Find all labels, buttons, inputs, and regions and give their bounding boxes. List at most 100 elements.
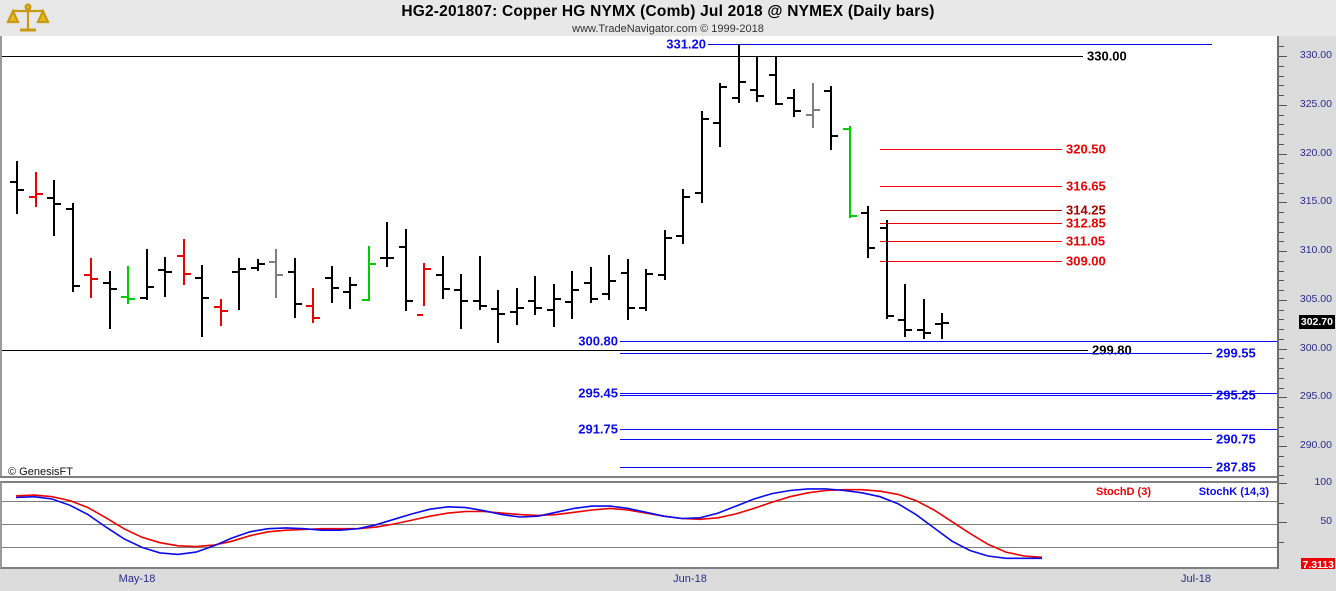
date-axis[interactable]: May-18 Jun-18 Jul-18 xyxy=(0,569,1336,591)
price-level-line xyxy=(880,186,1062,188)
price-axis-minor-tick xyxy=(1279,368,1284,369)
price-level-label: 290.75 xyxy=(1216,431,1256,447)
price-axis-minor-tick xyxy=(1279,358,1284,360)
stochastic-axis-tick-label: 100 xyxy=(1314,476,1332,488)
price-level-label: 287.85 xyxy=(1216,459,1256,475)
stochastic-axis-minor-tick xyxy=(1279,541,1284,543)
stochastic-pane[interactable]: StochD (3) StochK (14,3) xyxy=(0,481,1277,569)
price-axis-minor-tick xyxy=(1279,75,1284,77)
price-axis[interactable]: 330.00 325.00 320.00 315.00 310.00 305.00 300.… xyxy=(1277,36,1336,572)
price-axis-tick xyxy=(1279,348,1287,350)
price-level-label: 299.55 xyxy=(1216,345,1256,361)
price-axis-minor-tick xyxy=(1279,260,1284,262)
stochastic-axis-tick xyxy=(1279,522,1287,523)
price-level-label: 316.65 xyxy=(1066,178,1106,194)
price-axis-tick-label: 310.00 xyxy=(1299,244,1332,256)
page-title: HG2-201807: Copper HG NYMX (Comb) Jul 20… xyxy=(401,3,935,20)
price-axis-tick xyxy=(1279,153,1287,155)
price-level-label: 312.85 xyxy=(1066,215,1106,231)
stochastic-axis-tick-label: 50 xyxy=(1320,515,1332,527)
price-axis-tick-label: 300.00 xyxy=(1299,341,1332,354)
price-chart-pane[interactable]: 331.20 330.00 320.50 316.65 314.25 312.85 311.… xyxy=(0,36,1279,478)
price-axis-tick xyxy=(1279,446,1287,447)
stoch-k-legend: StochK (14,3) xyxy=(1198,486,1269,498)
price-axis-tick-label: 315.00 xyxy=(1299,195,1332,208)
price-level-label: 295.45 xyxy=(578,385,618,401)
price-axis-minor-tick xyxy=(1279,192,1284,194)
price-axis-minor-tick xyxy=(1279,182,1284,184)
stochastic-curves xyxy=(15,488,1043,560)
page-subtitle: www.TradeNavigator.com © 1999-2018 xyxy=(572,23,764,35)
price-axis-minor-tick xyxy=(1279,465,1284,467)
price-level-label: 291.75 xyxy=(578,421,618,437)
price-axis-tick-label: 295.00 xyxy=(1299,390,1332,403)
price-axis-tick xyxy=(1279,202,1287,204)
price-level-line xyxy=(880,260,1062,262)
price-axis-tick-label: 330.00 xyxy=(1299,49,1332,61)
price-axis-minor-tick xyxy=(1279,95,1284,96)
stoch-d-legend: StochD (3) xyxy=(1096,486,1151,498)
price-axis-tick-label: 320.00 xyxy=(1299,146,1332,159)
price-axis-minor-tick xyxy=(1279,212,1284,213)
date-axis-label: Jul-18 xyxy=(1181,573,1211,585)
price-level-line xyxy=(2,350,1088,352)
price-level-label: 320.50 xyxy=(1066,141,1106,157)
header-band xyxy=(0,0,1336,36)
price-axis-minor-tick xyxy=(1279,280,1284,282)
current-price-badge: 302.70 xyxy=(1298,315,1335,330)
price-axis-minor-tick xyxy=(1279,270,1284,272)
price-axis-minor-tick xyxy=(1279,455,1284,457)
price-level-line xyxy=(620,466,1212,468)
price-axis-minor-tick xyxy=(1279,124,1284,126)
price-axis-minor-tick xyxy=(1279,241,1284,243)
price-level-label: 299.80 xyxy=(1092,342,1132,358)
price-axis-minor-tick xyxy=(1279,221,1284,223)
price-axis-tick xyxy=(1279,299,1287,301)
price-level-label: 309.00 xyxy=(1066,253,1106,269)
price-axis-minor-tick xyxy=(1279,309,1284,311)
price-axis-minor-tick xyxy=(1279,426,1284,428)
price-axis-minor-tick xyxy=(1279,143,1284,145)
watermark: © GenesisFT xyxy=(8,466,73,478)
price-axis-minor-tick xyxy=(1279,163,1284,165)
price-level-label: 295.25 xyxy=(1216,387,1256,403)
stochastic-gridline xyxy=(2,547,1277,549)
price-axis-minor-tick xyxy=(1279,407,1284,408)
pane-divider xyxy=(0,476,1277,478)
price-axis-minor-tick xyxy=(1279,319,1284,321)
price-axis-tick-label: 290.00 xyxy=(1299,439,1332,451)
price-level-line xyxy=(2,56,1083,57)
price-axis-minor-tick xyxy=(1279,173,1284,174)
price-level-line xyxy=(620,340,1279,342)
price-level-line xyxy=(620,438,1212,440)
price-axis-tick xyxy=(1279,397,1287,399)
stochastic-gridline xyxy=(2,524,1277,525)
price-axis-minor-tick xyxy=(1279,338,1284,340)
price-axis-tick xyxy=(1279,251,1287,252)
scales-balance-icon xyxy=(6,2,50,34)
price-axis-minor-tick xyxy=(1279,114,1284,116)
date-axis-label: May-18 xyxy=(118,573,156,585)
stochastic-axis-tick xyxy=(1279,483,1287,484)
price-level-line xyxy=(880,209,1062,211)
price-level-line xyxy=(620,352,1212,354)
price-axis-tick-label: 305.00 xyxy=(1299,292,1332,305)
price-level-label: 311.05 xyxy=(1066,233,1106,249)
stochastic-line xyxy=(15,488,1043,559)
price-axis-minor-tick xyxy=(1279,46,1284,48)
price-axis-tick-label: 325.00 xyxy=(1299,97,1332,110)
price-axis-minor-tick xyxy=(1279,377,1284,379)
price-axis-minor-tick xyxy=(1279,387,1284,389)
price-axis-tick xyxy=(1279,56,1287,57)
price-level-line xyxy=(620,394,1212,396)
price-level-label: 314.25 xyxy=(1066,202,1106,218)
price-axis-minor-tick xyxy=(1279,134,1284,135)
price-axis-minor-tick xyxy=(1279,329,1284,330)
price-level-line xyxy=(880,223,1062,225)
price-axis-minor-tick xyxy=(1279,290,1284,291)
price-axis-tick xyxy=(1279,104,1287,106)
price-level-label: 331.20 xyxy=(666,36,706,52)
price-level-line xyxy=(620,428,1279,430)
stochastic-value-badge: 7.3113 xyxy=(1301,558,1335,572)
